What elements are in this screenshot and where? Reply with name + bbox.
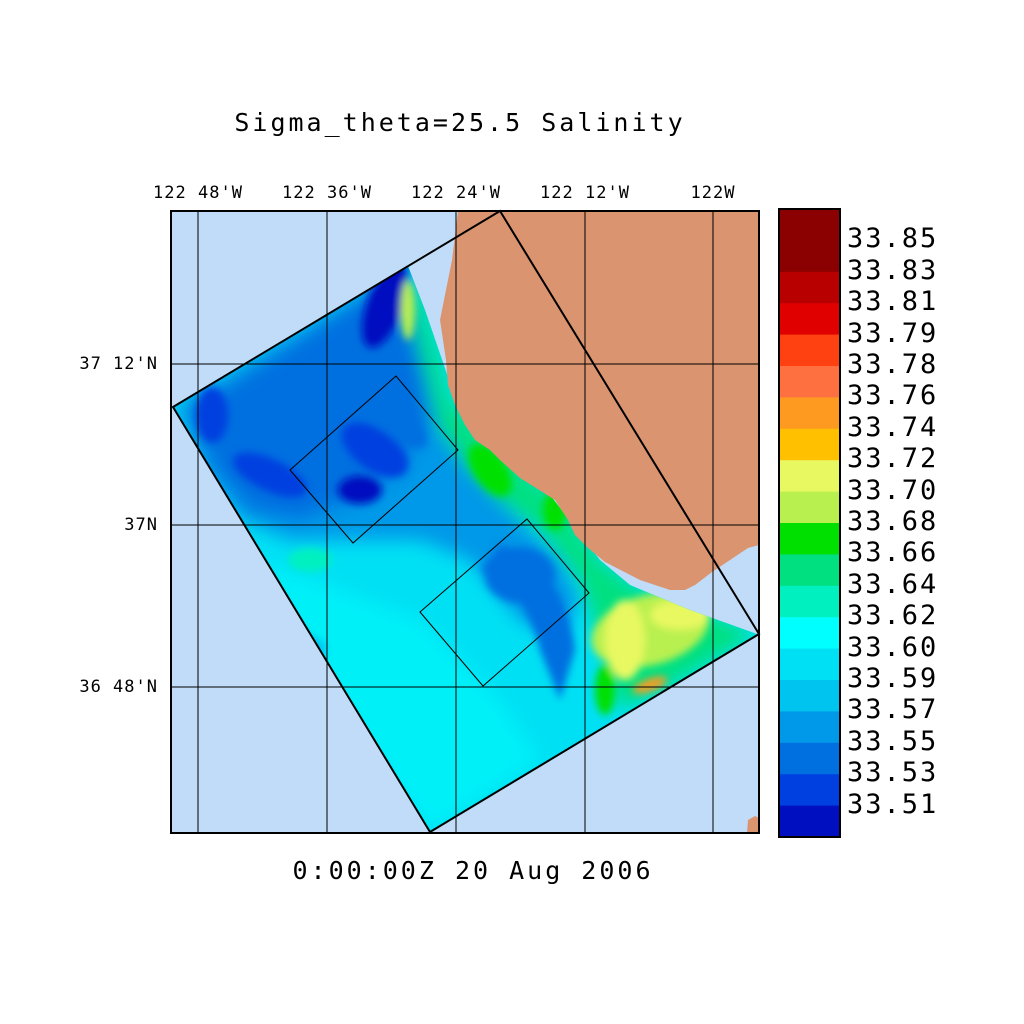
colorbar-tick-label: 33.79 bbox=[847, 317, 939, 349]
colorbar-tick-label: 33.62 bbox=[847, 600, 939, 632]
colorbar-swatch bbox=[779, 742, 840, 775]
sub-box-north bbox=[289, 375, 459, 544]
map-frame bbox=[170, 210, 760, 834]
plot-title: Sigma_theta=25.5 Salinity bbox=[234, 108, 686, 137]
lon-label: 122 24'W bbox=[411, 183, 501, 203]
colorbar-tick-label: 33.74 bbox=[847, 411, 939, 443]
lon-label: 122 36'W bbox=[282, 183, 372, 203]
lon-label: 122W bbox=[690, 183, 736, 203]
colorbar-tick-label: 33.83 bbox=[847, 254, 939, 286]
colorbar-tick-label: 33.70 bbox=[847, 474, 939, 506]
land-mass bbox=[440, 211, 759, 590]
colorbar-tick-label: 33.51 bbox=[847, 788, 939, 820]
colorbar-swatch bbox=[779, 366, 840, 398]
colorbar-tick-label: 33.57 bbox=[847, 694, 939, 726]
colorbar-swatch bbox=[779, 397, 840, 430]
colorbar-swatch bbox=[779, 491, 840, 524]
colorbar-tick-label: 33.55 bbox=[847, 725, 939, 757]
colorbar-tick-label: 33.85 bbox=[847, 223, 939, 255]
colorbar-tick-label: 33.76 bbox=[847, 380, 939, 412]
colorbar-tick-label: 33.78 bbox=[847, 349, 939, 380]
colorbar-tick-label: 33.53 bbox=[847, 757, 939, 789]
colorbar bbox=[779, 209, 840, 838]
colorbar-swatch bbox=[779, 774, 840, 807]
colorbar-swatch bbox=[779, 711, 840, 744]
lat-label: 37 12'N bbox=[79, 354, 158, 374]
colorbar-tick-label: 33.72 bbox=[847, 443, 939, 475]
colorbar-tick-label: 33.59 bbox=[847, 663, 939, 694]
colorbar-swatch bbox=[779, 585, 840, 618]
colorbar-swatch bbox=[779, 554, 840, 587]
graticule bbox=[171, 211, 759, 833]
colorbar-swatch bbox=[779, 648, 840, 681]
colorbar-swatch bbox=[779, 209, 840, 241]
colorbar-swatch bbox=[779, 334, 840, 367]
colorbar-tick-label: 33.81 bbox=[847, 286, 939, 318]
lon-label: 122 48'W bbox=[153, 183, 243, 203]
timestamp: 0:00:00Z 20 Aug 2006 bbox=[292, 856, 654, 885]
colorbar-tick-label: 33.66 bbox=[847, 537, 939, 569]
colorbar-swatch bbox=[779, 617, 840, 650]
colorbar-swatch bbox=[779, 680, 840, 712]
sub-box-south bbox=[419, 518, 590, 687]
colorbar-tick-label: 33.64 bbox=[847, 568, 939, 600]
colorbar-swatch bbox=[779, 523, 840, 555]
colorbar-tick-label: 33.60 bbox=[847, 631, 939, 663]
sub-regions bbox=[289, 375, 590, 687]
lon-label: 122 12'W bbox=[540, 183, 630, 203]
colorbar-swatch bbox=[779, 303, 840, 336]
colorbar-swatch bbox=[779, 240, 840, 273]
colorbar-tick-label: 33.68 bbox=[847, 506, 939, 537]
colorbar-swatch bbox=[779, 428, 840, 461]
colorbar-swatch bbox=[779, 271, 840, 304]
land-point bbox=[747, 816, 759, 833]
lat-label: 36 48'N bbox=[79, 677, 158, 697]
lat-label: 37N bbox=[124, 515, 158, 535]
colorbar-swatch bbox=[779, 805, 840, 838]
colorbar-swatch bbox=[779, 460, 840, 493]
colorbar-frame bbox=[778, 208, 841, 838]
